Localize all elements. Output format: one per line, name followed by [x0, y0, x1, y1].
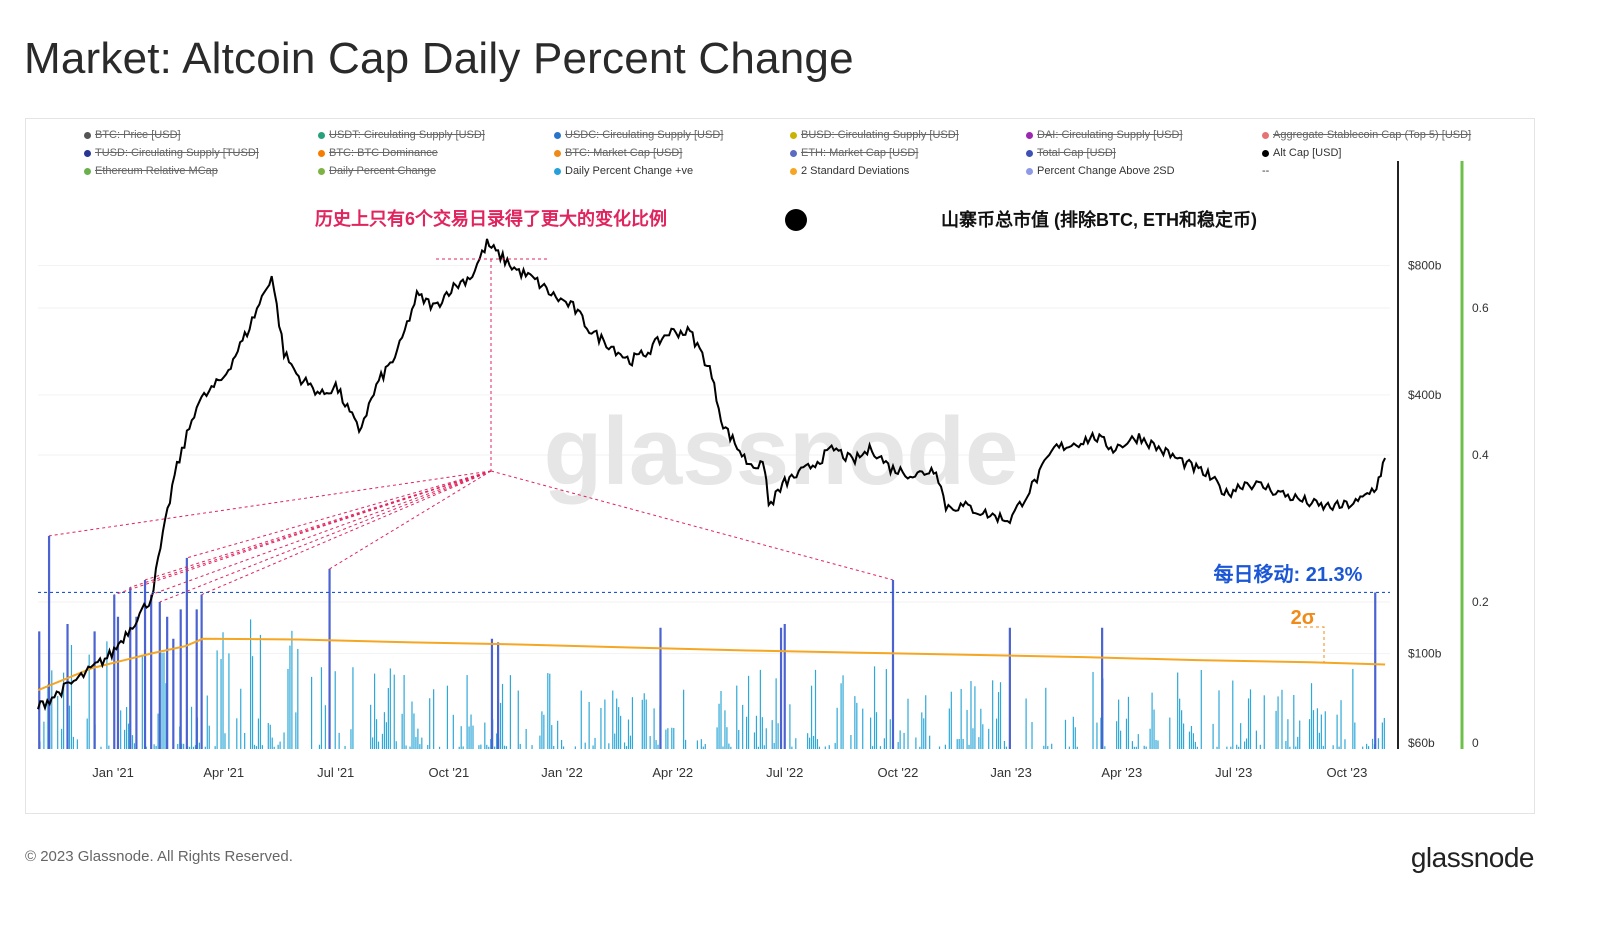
legend-item[interactable]: Alt Cap [USD] — [1262, 147, 1341, 159]
history-note: 历史上只有6个交易日录得了更大的变化比例 — [315, 208, 667, 229]
legend-color-dot — [1262, 131, 1269, 139]
legend-color-dot — [318, 149, 325, 157]
annotation-line — [48, 470, 492, 537]
left-axis-tick-label: $100b — [1408, 647, 1442, 661]
legend-label: ETH: Market Cap [USD] — [801, 147, 919, 159]
legend-color-dot — [318, 131, 325, 139]
legend-color-dot — [554, 131, 561, 139]
annotation-line — [159, 470, 492, 603]
legend-item[interactable]: Ethereum Relative MCap — [84, 165, 218, 177]
altcoin-cap-chart: glassnode $60b$100b$400b$800b 00.20.40.6… — [37, 161, 1489, 780]
right-axis-tick-label: 0.4 — [1472, 448, 1489, 462]
legend-label: -- — [1262, 165, 1270, 177]
legend-color-dot — [1026, 131, 1033, 139]
legend-label: USDC: Circulating Supply [USD] — [565, 129, 724, 141]
legend-item[interactable]: Daily Percent Change +ve — [554, 165, 693, 177]
annotation-line — [186, 470, 492, 559]
legend-color-dot — [1026, 167, 1033, 175]
legend-color-dot — [84, 131, 91, 139]
legend-item[interactable]: Aggregate Stablecoin Cap (Top 5) [USD] — [1262, 129, 1471, 141]
legend-label: BTC: BTC Dominance — [329, 147, 438, 159]
legend-label: 2 Standard Deviations — [801, 165, 910, 177]
legend-label: BTC: Market Cap [USD] — [565, 147, 683, 159]
legend-color-dot — [1026, 149, 1033, 157]
x-axis-tick-label: Jul '22 — [766, 765, 803, 780]
right-axis-tick-label: 0.6 — [1472, 301, 1489, 315]
legend-item[interactable]: BTC: Market Cap [USD] — [554, 147, 682, 159]
legend-color-dot — [790, 149, 797, 157]
x-axis-tick-label: Jul '21 — [317, 765, 354, 780]
legend-item[interactable]: USDC: Circulating Supply [USD] — [554, 129, 723, 141]
x-axis-tick-label: Oct '21 — [428, 765, 469, 780]
daily-change-bars — [38, 535, 1385, 749]
glassnode-logo: glassnode — [1410, 842, 1535, 873]
left-axis-tick-label: $800b — [1408, 258, 1442, 272]
two-sd-line — [37, 637, 1386, 692]
left-axis-tick-label: $400b — [1408, 388, 1442, 402]
x-axis-tick-label: Oct '23 — [1327, 765, 1368, 780]
legend-label: BTC: Price [USD] — [95, 129, 181, 141]
x-axis-tick-label: Apr '23 — [1101, 765, 1142, 780]
legend-label: DAI: Circulating Supply [USD] — [1037, 129, 1183, 141]
legend-label: Daily Percent Change — [329, 165, 437, 177]
x-axis-tick-label: Jan '21 — [92, 765, 134, 780]
left-axis-ticks: $60b $100b $400b $800b — [1408, 258, 1442, 750]
daily-move-label: 每日移动: 21.3% — [1214, 562, 1363, 586]
legend-item[interactable]: BTC: BTC Dominance — [318, 147, 438, 159]
series-marker-dot — [785, 209, 807, 231]
annotation-line — [329, 470, 492, 570]
legend-color-dot — [84, 167, 91, 175]
right-axis-ticks: 0 0.2 0.4 0.6 — [1472, 301, 1489, 750]
sigma-label: 2σ — [1291, 607, 1316, 629]
annotation-line — [144, 470, 492, 581]
alt-cap-line — [37, 238, 1386, 712]
right-axis-tick-label: 0 — [1472, 736, 1479, 750]
legend-label: Ethereum Relative MCap — [95, 165, 218, 177]
legend-label: Percent Change Above 2SD — [1037, 165, 1175, 177]
legend-color-dot — [554, 167, 561, 175]
legend-item[interactable]: ETH: Market Cap [USD] — [790, 147, 918, 159]
x-axis-tick-label: Oct '22 — [878, 765, 919, 780]
left-axis-tick-label: $60b — [1408, 736, 1435, 750]
legend-item[interactable]: TUSD: Circulating Supply [TUSD] — [84, 147, 259, 159]
x-axis-tick-label: Apr '21 — [203, 765, 244, 780]
legend-label: TUSD: Circulating Supply [TUSD] — [95, 147, 259, 159]
annotation-line — [201, 470, 492, 596]
chart-panel: BTC: Price [USD] USDT: Circulating Supply… — [25, 118, 1535, 814]
x-axis-tick-label: Jul '23 — [1215, 765, 1252, 780]
series-note: 山寨币总市值 (排除BTC, ETH和稳定币) — [941, 209, 1257, 230]
legend-label: BUSD: Circulating Supply [USD] — [801, 129, 959, 141]
legend-item[interactable]: Total Cap [USD] — [1026, 147, 1116, 159]
legend-item[interactable]: -- — [1262, 165, 1269, 177]
gridlines — [38, 264, 1390, 655]
annotation-line — [151, 470, 492, 596]
legend-label: Daily Percent Change +ve — [565, 165, 694, 177]
legend-item[interactable]: BTC: Price [USD] — [84, 129, 181, 141]
legend-label: Total Cap [USD] — [1037, 147, 1116, 159]
legend-color-dot — [84, 149, 91, 157]
right-axis-tick-label: 0.2 — [1472, 595, 1489, 609]
legend-item[interactable]: USDT: Circulating Supply [USD] — [318, 129, 485, 141]
legend-item[interactable]: Percent Change Above 2SD — [1026, 165, 1175, 177]
legend-item[interactable]: BUSD: Circulating Supply [USD] — [790, 129, 959, 141]
x-axis-ticks: Jan '21 Apr '21 Jul '21 Oct '21 Jan '22 Apr '… — [92, 765, 1367, 780]
legend-color-dot — [1262, 149, 1269, 157]
legend-color-dot — [790, 131, 797, 139]
x-axis-tick-label: Apr '22 — [652, 765, 693, 780]
legend-item[interactable]: DAI: Circulating Supply [USD] — [1026, 129, 1183, 141]
sigma-leader-line — [1298, 626, 1325, 663]
x-axis-tick-label: Jan '22 — [541, 765, 583, 780]
annotation-lines — [38, 258, 1390, 663]
legend-label: Aggregate Stablecoin Cap (Top 5) [USD] — [1273, 129, 1472, 141]
legend-item[interactable]: Daily Percent Change — [318, 165, 436, 177]
legend-color-dot — [318, 167, 325, 175]
copyright-text: © 2023 Glassnode. All Rights Reserved. — [25, 848, 293, 865]
legend-color-dot — [554, 149, 561, 157]
x-axis-tick-label: Jan '23 — [990, 765, 1032, 780]
legend-color-dot — [790, 167, 797, 175]
page-title: Market: Altcoin Cap Daily Percent Change — [24, 34, 854, 83]
legend-label: USDT: Circulating Supply [USD] — [329, 129, 485, 141]
legend-item[interactable]: 2 Standard Deviations — [790, 165, 909, 177]
legend-label: Alt Cap [USD] — [1273, 147, 1342, 159]
